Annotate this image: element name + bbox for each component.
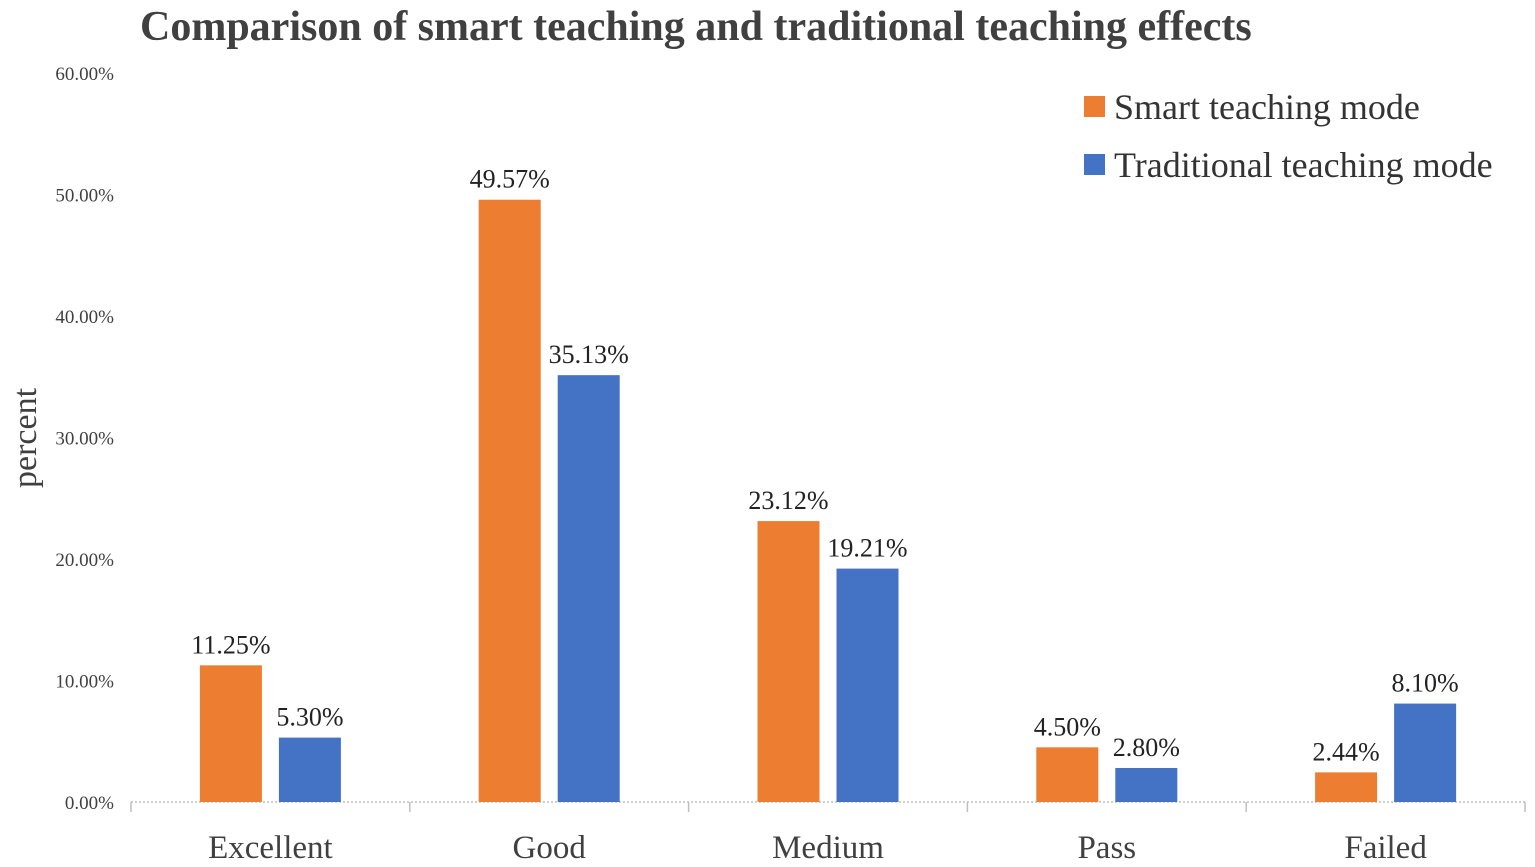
x-axis-ticks: Excellent Good Medium Pass Failed xyxy=(208,830,1427,866)
legend-swatch xyxy=(1084,96,1105,117)
y-tick-label: 30.00% xyxy=(55,429,114,450)
data-label: 2.44% xyxy=(1313,737,1380,766)
x-tick-label: Medium xyxy=(772,830,884,866)
data-label: 4.50% xyxy=(1034,712,1101,741)
data-label: 5.30% xyxy=(276,703,343,732)
x-tick-label: Good xyxy=(513,830,587,866)
y-tick-label: 40.00% xyxy=(55,307,114,328)
data-labels: 11.25% 49.57% 23.12% 4.50% 2.44% 5.30% 35.13% 1… xyxy=(191,165,1458,767)
y-axis-ticks: 0.00% 10.00% 20.00% 30.00% 40.00% 50.00% 60.00… xyxy=(55,64,114,814)
y-tick-label: 50.00% xyxy=(55,186,114,207)
data-label: 23.12% xyxy=(748,486,828,515)
y-tick-label: 60.00% xyxy=(55,64,114,85)
bar xyxy=(1036,747,1099,802)
bar xyxy=(557,375,620,802)
bar xyxy=(278,737,341,802)
legend-label: Traditional teaching mode xyxy=(1114,145,1493,185)
x-tick-label: Excellent xyxy=(208,830,333,866)
x-axis xyxy=(130,801,1526,812)
y-tick-label: 10.00% xyxy=(55,672,114,693)
bar xyxy=(1394,703,1457,802)
bar xyxy=(836,568,899,802)
bar xyxy=(199,665,262,802)
x-tick-label: Pass xyxy=(1077,830,1136,866)
legend-label: Smart teaching mode xyxy=(1114,87,1420,127)
data-label: 49.57% xyxy=(470,165,550,194)
y-tick-label: 20.00% xyxy=(55,550,114,571)
y-axis-label: percent xyxy=(7,387,44,488)
data-label: 2.80% xyxy=(1113,733,1180,762)
data-label: 11.25% xyxy=(191,630,270,659)
bar xyxy=(1315,772,1378,802)
bar xyxy=(757,521,820,802)
bar xyxy=(478,199,541,803)
legend-swatch xyxy=(1084,154,1105,175)
x-tick-label: Failed xyxy=(1344,830,1427,866)
bars xyxy=(199,199,1457,803)
data-label: 35.13% xyxy=(549,340,629,369)
chart-title: Comparison of smart teaching and traditi… xyxy=(140,4,1252,50)
data-label: 19.21% xyxy=(827,534,907,563)
data-label: 8.10% xyxy=(1392,669,1459,698)
legend: Smart teaching mode Traditional teaching … xyxy=(1084,87,1493,185)
bar xyxy=(1115,767,1178,802)
y-tick-label: 0.00% xyxy=(65,793,114,814)
